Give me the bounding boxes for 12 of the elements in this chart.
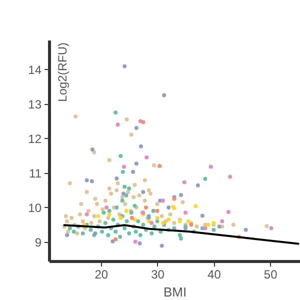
x-tick-label: 50 bbox=[264, 268, 278, 282]
y-tick-label: 9 bbox=[34, 236, 42, 250]
y-tick-label: 13 bbox=[28, 97, 42, 112]
y-tick-label: 12 bbox=[28, 132, 42, 146]
x-tick-label: 20 bbox=[94, 268, 108, 282]
x-axis-title: BMI bbox=[163, 284, 187, 300]
y-tick-label: 10 bbox=[28, 200, 42, 215]
y-axis-title: Log2(RFU) bbox=[56, 42, 70, 102]
x-tick-label: 30 bbox=[151, 268, 165, 282]
x-tick-label: 40 bbox=[208, 268, 222, 282]
y-tick-label: 11 bbox=[29, 166, 42, 180]
y-tick-label: 14 bbox=[28, 62, 42, 77]
